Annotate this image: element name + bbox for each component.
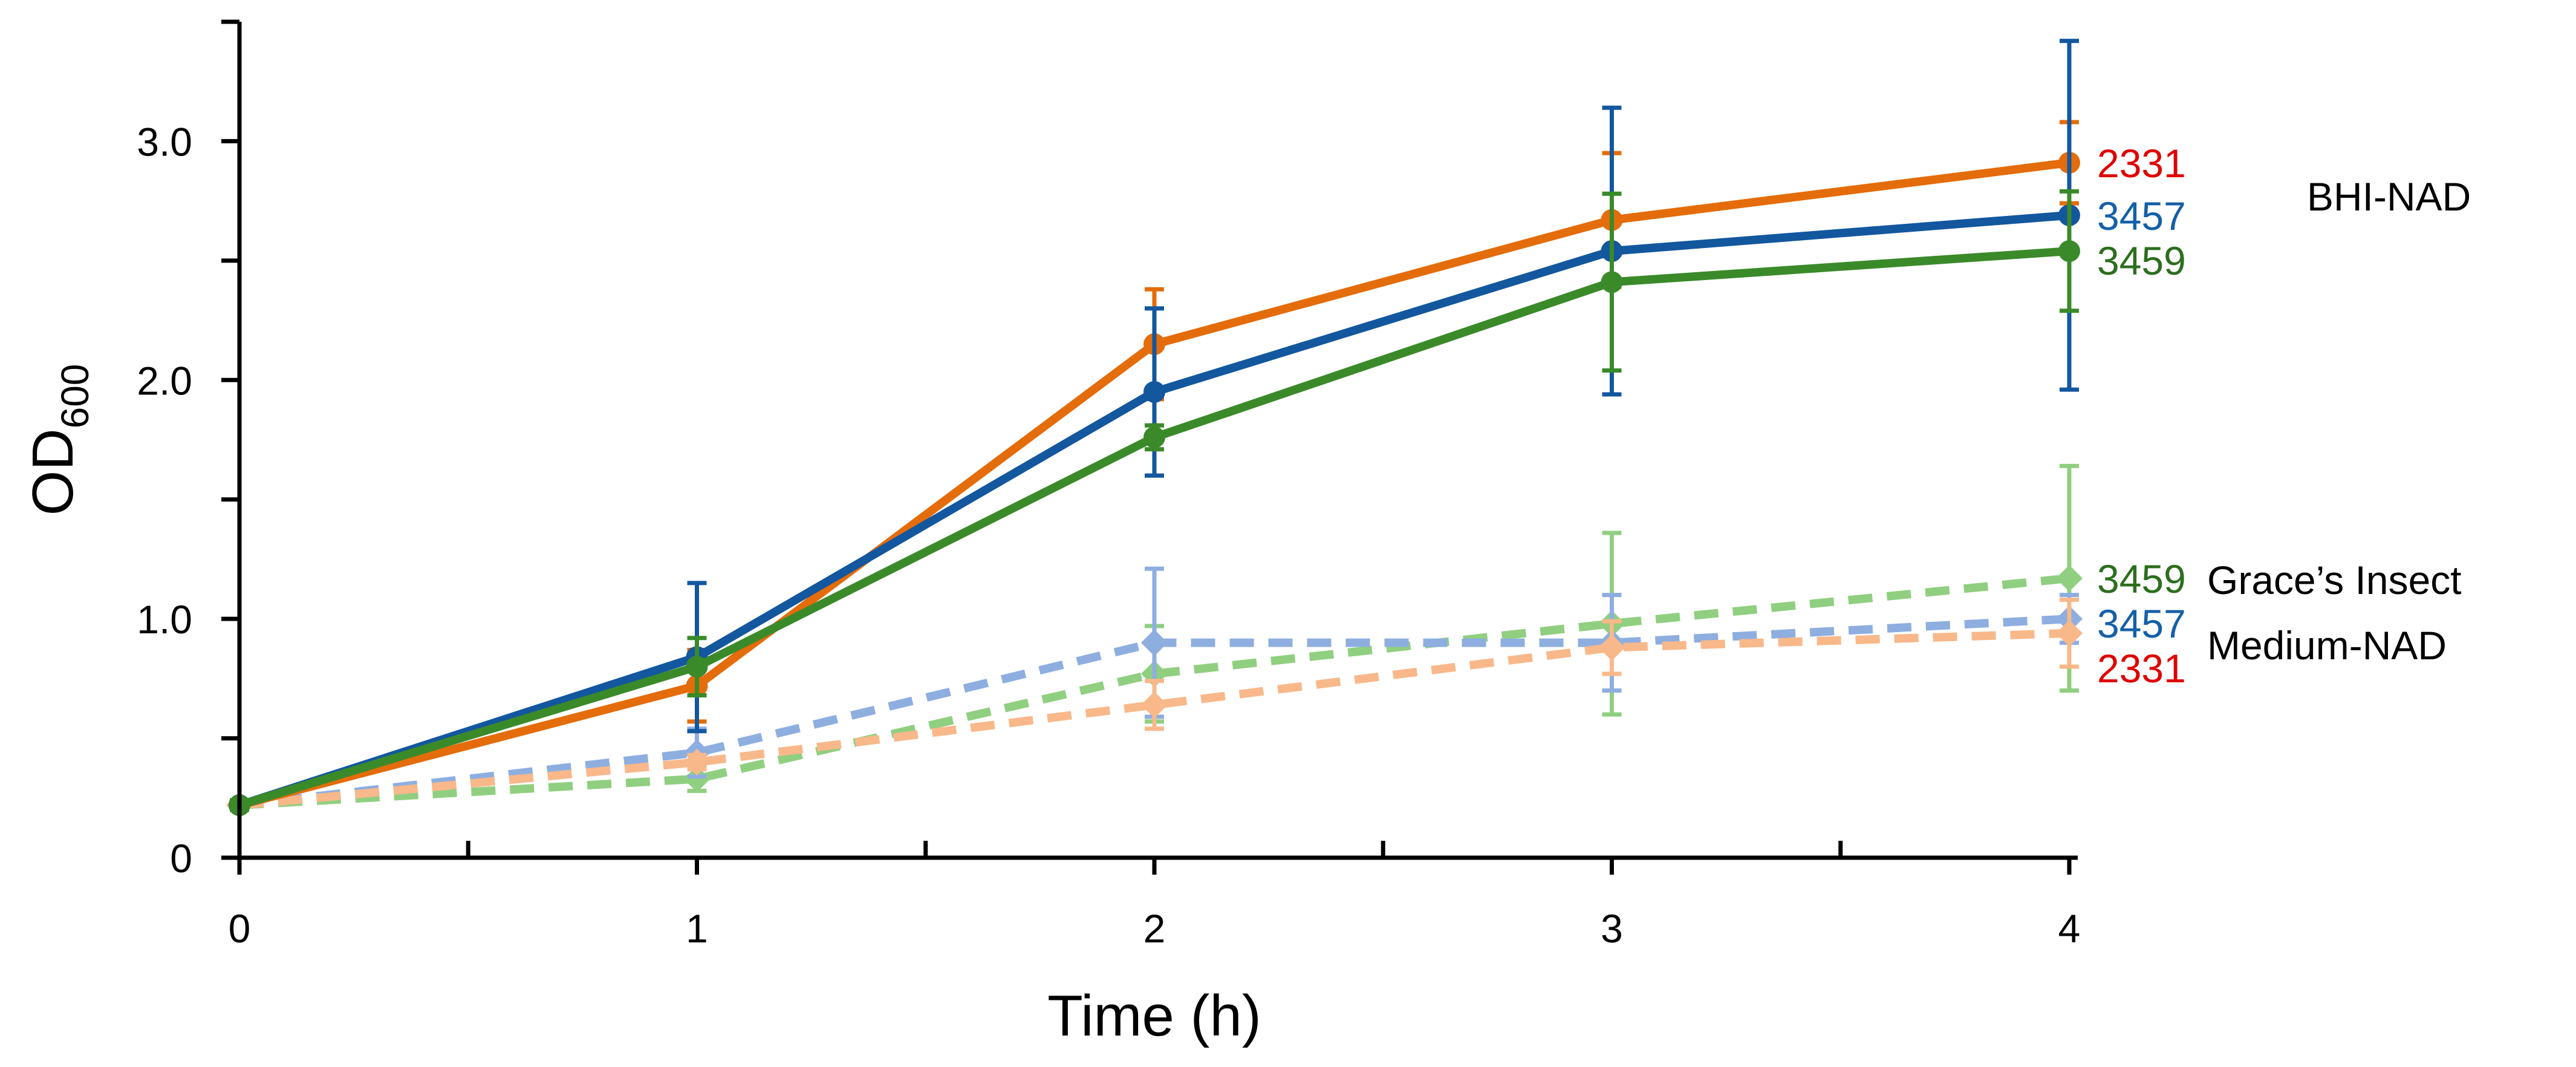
x-tick-label: 4 — [2058, 906, 2081, 951]
series-end-label: 3457 — [2097, 194, 2186, 238]
series-layer — [226, 39, 2083, 819]
x-tick-label: 2 — [1143, 906, 1166, 951]
data-point — [683, 765, 711, 792]
y-tick-label: 3.0 — [137, 119, 192, 164]
series-end-label: 3459 — [2097, 556, 2186, 601]
data-point — [1598, 634, 1625, 661]
group-label: BHI-NAD — [2307, 174, 2471, 219]
data-point — [1601, 271, 1623, 293]
x-tick-label: 1 — [686, 906, 708, 951]
data-point — [1143, 381, 1165, 403]
y-axis-title: OD600 — [21, 364, 97, 516]
data-point — [1141, 691, 1168, 719]
data-point — [2056, 619, 2083, 647]
data-point — [1141, 629, 1168, 656]
y-axis-title-main: OD — [21, 428, 85, 515]
axes-layer: 0 1.0 2.0 3.0 0 1 2 3 4 Time (h) OD600 — [21, 19, 2081, 1048]
data-point — [1143, 426, 1165, 449]
data-point — [2056, 565, 2083, 592]
x-tick-label: 3 — [1601, 906, 1623, 951]
data-point — [686, 656, 708, 678]
series-end-label: 2331 — [2097, 141, 2186, 186]
series-end-label: 3459 — [2097, 238, 2186, 283]
series-end-label: 2331 — [2097, 646, 2186, 691]
x-axis-title: Time (h) — [1047, 984, 1261, 1048]
data-point — [2058, 240, 2080, 263]
data-point — [683, 749, 711, 776]
y-tick-label: 2.0 — [137, 358, 192, 403]
y-axis-title-subscript: 600 — [53, 364, 97, 429]
group-label: Medium-NAD — [2207, 623, 2447, 668]
x-tick-label: 0 — [229, 906, 251, 951]
y-tick-label: 0 — [170, 836, 192, 881]
y-tick-label: 1.0 — [137, 597, 192, 642]
series-end-label: 3457 — [2097, 601, 2186, 646]
group-label: Grace’s Insect — [2207, 558, 2462, 602]
